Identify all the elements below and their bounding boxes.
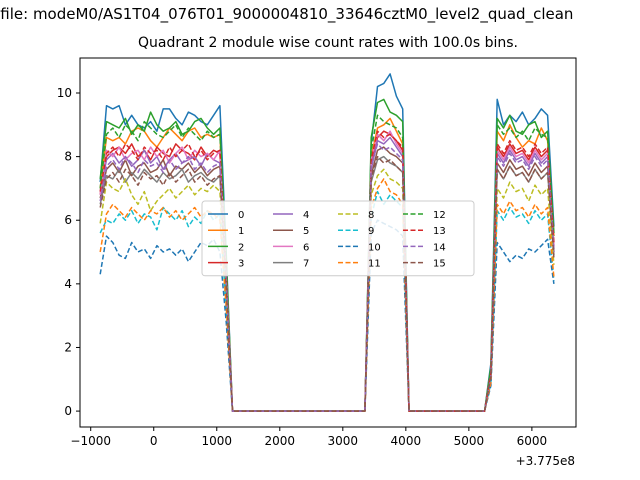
y-tick-label: 8 [64,150,72,164]
legend-label-10: 10 [368,242,381,253]
legend-label-2: 2 [238,242,244,253]
legend-label-7: 7 [303,259,309,270]
series-line-5 [99,146,555,412]
x-axis: −1000 0 1000 2000 3000 4000 5000 6000 [70,427,547,448]
legend-label-0: 0 [238,210,244,221]
legend-label-5: 5 [303,226,309,237]
y-tick-label: 6 [64,213,72,227]
legend-label-12: 12 [433,210,446,221]
y-axis: 0 2 4 6 8 10 [57,86,80,418]
y-tick-label: 2 [64,340,72,354]
series-line-7 [99,155,555,412]
legend-box [201,200,475,277]
x-offset-label: +3.775e8 [516,454,575,468]
series-line-15 [99,155,555,412]
legend-label-8: 8 [368,210,374,221]
x-tick-label: 4000 [391,434,422,448]
legend-label-15: 15 [433,259,446,270]
y-tick-label: 10 [57,86,72,100]
legend-label-3: 3 [238,259,244,270]
x-tick-label: 0 [150,434,158,448]
legend-label-6: 6 [303,242,309,253]
x-tick-label: 2000 [265,434,296,448]
chart-title: Quadrant 2 module wise count rates with … [138,35,518,51]
legend-label-14: 14 [433,242,446,253]
x-tick-label: 3000 [328,434,359,448]
plot-lines [99,73,555,412]
legend-label-4: 4 [303,210,309,221]
legend-label-9: 9 [368,226,374,237]
x-tick-label: 6000 [517,434,548,448]
legend-label-13: 13 [433,226,446,237]
x-tick-label: −1000 [70,434,111,448]
series-line-14 [99,143,555,412]
legend-label-1: 1 [238,226,244,237]
y-tick-label: 0 [64,404,72,418]
x-tick-label: 5000 [454,434,485,448]
y-tick-label: 4 [64,277,72,291]
plot-frame [79,57,577,428]
x-tick-label: 1000 [201,434,232,448]
legend-label-11: 11 [368,259,381,270]
figure-suptitle: n file: modeM0/AS1T04_076T01_9000004810_… [0,5,574,23]
